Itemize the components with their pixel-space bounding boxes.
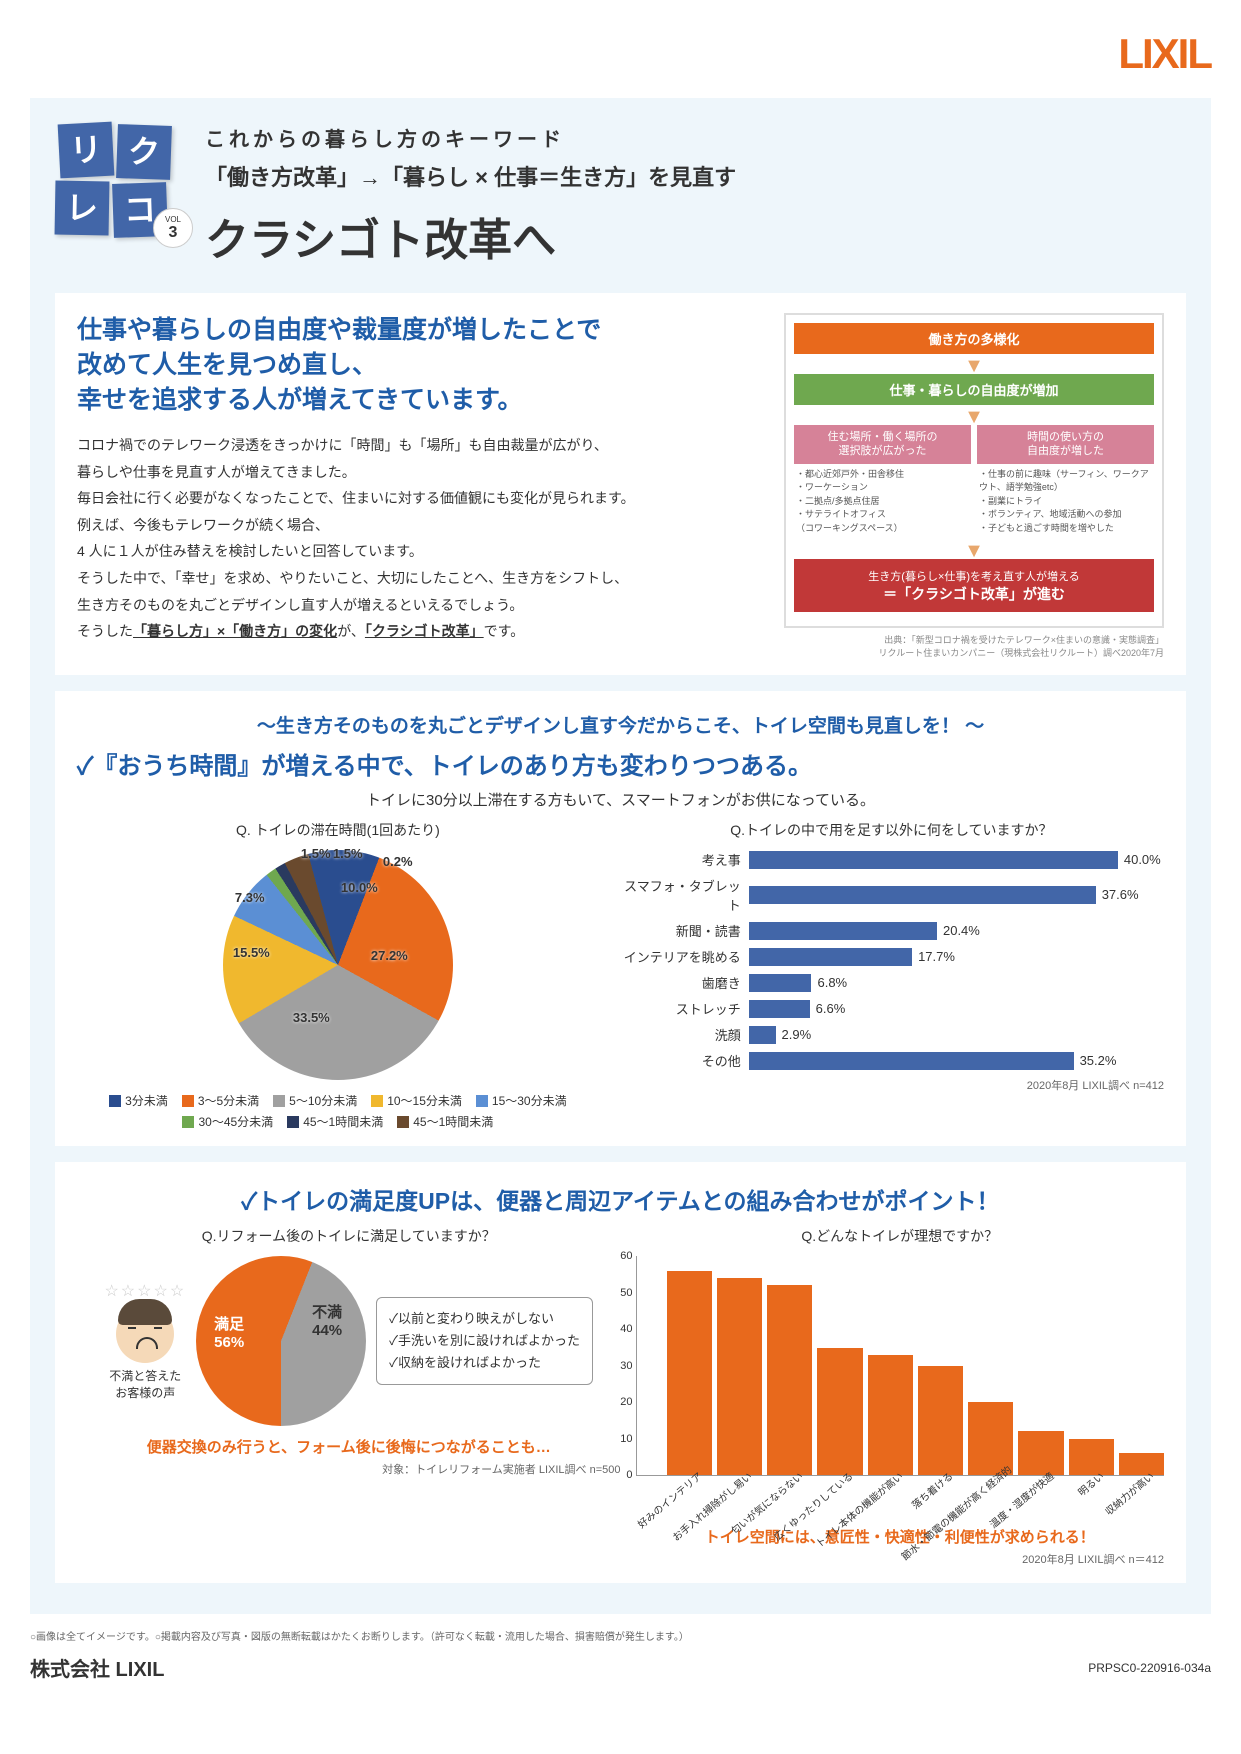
customer-voices: ✓以前と変わり映えがしない✓手洗いを別に設ければよかった✓収納を設ければよかった — [376, 1297, 593, 1385]
legend-item: 45〜1時間未満 — [397, 1113, 493, 1130]
header-section: リ ク レ コ VOL 3 これからの暮らし方のキーワード 「働き方改革」→「暮… — [55, 123, 1186, 268]
badge-char: リ — [58, 122, 115, 179]
hbar-row: 歯磨き 6.8% — [619, 973, 1164, 992]
pie-slice-label: 0.2% — [383, 854, 413, 869]
disclaimer: ○画像は全てイメージです。○掲載内容及び写真・図版の無断転載はかたくお断りします… — [30, 1628, 1211, 1643]
voice-item: ✓手洗いを別に設ければよかった — [389, 1330, 580, 1352]
arrow-icon: ▼ — [794, 545, 1154, 557]
hbar-row: インテリアを眺める 17.7% — [619, 947, 1164, 966]
pie-slice-label: 7.3% — [235, 890, 265, 905]
pie-slice-label: 33.5% — [293, 1010, 330, 1025]
vbar: 温度・湿度が快適 — [1018, 1431, 1063, 1475]
vbar: 落ち着ける — [918, 1366, 963, 1476]
diagram-bar: 仕事・暮らしの自由度が増加 — [794, 374, 1154, 405]
series-badge: リ ク レ コ VOL 3 — [55, 123, 185, 243]
y-tick: 10 — [609, 1433, 633, 1445]
sat-question: Q.リフォーム後のトイレに満足していますか？ — [77, 1226, 621, 1246]
legend-item: 3〜5分未満 — [182, 1092, 259, 1109]
diagram-source: 出典：「新型コロナ禍を受けたテレワーク×住まいの意識・実態調査」 リクルート住ま… — [784, 634, 1164, 659]
footer: 株式会社 LIXIL PRPSC0-220916-034a — [30, 1653, 1211, 1682]
vbar: 広くゆったりしている — [817, 1348, 862, 1476]
legend-item: 3分未満 — [109, 1092, 168, 1109]
panel2-pretitle: 〜生き方そのものを丸ごとデザインし直す今だからこそ、トイレ空間も見直しを！ 〜 — [77, 711, 1164, 738]
vbar: 節水・節電の機能が高く経済的 — [968, 1402, 1013, 1475]
diagram-col-head: 時間の使い方の 自由度が増した — [977, 425, 1154, 464]
footer-company: 株式会社 LIXIL — [30, 1653, 164, 1682]
footer-code: PRPSC0-220916-034a — [1088, 1661, 1211, 1675]
vbar: トイレ本体の機能が高い — [868, 1355, 913, 1475]
vbar-question: Q.どんなトイレが理想ですか？ — [636, 1226, 1165, 1246]
legend-item: 15〜30分未満 — [476, 1092, 567, 1109]
diagram-col-head: 住む場所・働く場所の 選択肢が広がった — [794, 425, 971, 464]
chart-source: 2020年8月 LIXIL調べ n=412 — [619, 1077, 1164, 1093]
legend-item: 45〜1時間未満 — [287, 1113, 383, 1130]
header-subtitle: 「働き方改革」→「暮らし × 仕事＝生き方」を見直す — [205, 160, 1186, 192]
vbar: 収納力が高い — [1119, 1453, 1164, 1475]
voice-item: ✓以前と変わり映えがしない — [389, 1308, 580, 1330]
vbar: お手入れ掃除がし易い — [717, 1278, 762, 1475]
pie-slice-label: 1.5% — [301, 846, 331, 861]
hbar-row: 洗顔 2.9% — [619, 1025, 1164, 1044]
pie-chart: 1.5%1.5%0.2%10.0%27.2%33.5%15.5%7.3% — [223, 850, 453, 1080]
intro-body: コロナ禍でのテレワーク浸透をきっかけに「時間」も「場所」も自由裁量が広がり、 暮… — [77, 432, 766, 645]
panel3-title: ✓トイレの満足度UPは、便器と周辺アイテムとの組み合わせがポイント！ — [77, 1182, 1164, 1216]
satisfaction-pie: 満足56% 不満44% — [196, 1256, 366, 1426]
badge-char: ク — [116, 124, 172, 180]
intro-title: 仕事や暮らしの自由度や裁量度が増したことで 改めて人生を見つめ直し、 幸せを追求… — [77, 313, 766, 418]
diagram-bar: 働き方の多様化 — [794, 323, 1154, 354]
stars-icon: ☆☆☆☆☆ — [104, 1281, 186, 1301]
y-tick: 20 — [609, 1396, 633, 1408]
arrow-icon: ▼ — [794, 360, 1154, 372]
hbar-row: ストレッチ 6.6% — [619, 999, 1164, 1018]
pie-legend: 3分未満 3〜5分未満 5〜10分未満 10〜15分未満 15〜30分未満 30〜45分未… — [77, 1092, 599, 1130]
hbar-row: その他 35.2% — [619, 1051, 1164, 1070]
header-keyword: これからの暮らし方のキーワード — [205, 123, 1186, 152]
y-tick: 0 — [609, 1469, 633, 1481]
hbar-chart: 考え事 40.0% スマフォ・タブレット 37.6% 新聞・読書 20.4% イ… — [619, 850, 1164, 1070]
hbar-question: Q.トイレの中で用を足す以外に何をしていますか？ — [619, 820, 1164, 840]
intro-panel: 仕事や暮らしの自由度や裁量度が増したことで 改めて人生を見つめ直し、 幸せを追求… — [55, 293, 1186, 675]
legend-item: 10〜15分未満 — [371, 1092, 462, 1109]
pie-slice-label: 10.0% — [341, 880, 378, 895]
y-tick: 60 — [609, 1250, 633, 1262]
satisfaction-panel: ✓トイレの満足度UPは、便器と周辺アイテムとの組み合わせがポイント！ Q.リフォ… — [55, 1162, 1186, 1583]
toilet-time-panel: 〜生き方そのものを丸ごとデザインし直す今だからこそ、トイレ空間も見直しを！ 〜 … — [55, 691, 1186, 1146]
face-icon — [116, 1305, 174, 1363]
legend-item: 30〜45分未満 — [182, 1113, 273, 1130]
vbar: 明るい — [1069, 1439, 1114, 1475]
y-tick: 40 — [609, 1323, 633, 1335]
panel2-title: ✓『おうち時間』が増える中で、トイレのあり方も変わりつつある。 — [77, 746, 1164, 781]
panel2-subtitle: トイレに30分以上滞在する方もいて、スマートフォンがお供になっている。 — [77, 789, 1164, 810]
pie-question: Q. トイレの滞在時間(1回あたり) — [77, 820, 599, 840]
arrow-icon: ▼ — [794, 411, 1154, 423]
diagram-conclusion: 生き方(暮らし×仕事)を考え直す人が増える ＝「クラシゴト改革」が進む — [794, 559, 1154, 612]
panel3-conclusion-left: 便器交換のみ行うと、フォーム後に後悔につながることも… — [77, 1436, 621, 1457]
hbar-row: スマフォ・タブレット 37.6% — [619, 876, 1164, 914]
hbar-row: 新聞・読書 20.4% — [619, 921, 1164, 940]
diagram-col-body: ・都心近郊戸外・田舎移住 ・ワーケーション ・二拠点/多拠点住居 ・サテライトオ… — [794, 464, 971, 540]
pie-slice-label: 15.5% — [233, 945, 270, 960]
header-title: クラシゴト改革へ — [205, 204, 1186, 268]
brand-logo: LIXIL — [30, 30, 1211, 78]
flow-diagram: 働き方の多様化 ▼ 仕事・暮らしの自由度が増加 ▼ 住む場所・働く場所の 選択肢… — [784, 313, 1164, 659]
badge-char: レ — [55, 181, 110, 236]
volume-badge: VOL 3 — [153, 208, 193, 248]
legend-item: 5〜10分未満 — [273, 1092, 357, 1109]
source-left: 対象：トイレリフォーム実施者 LIXIL調べ n=500 — [77, 1461, 621, 1477]
pie-slice-label: 27.2% — [371, 948, 408, 963]
y-tick: 30 — [609, 1360, 633, 1372]
pie-slice-label: 1.5% — [333, 846, 363, 861]
vbar: 好みのインテリア — [667, 1271, 712, 1475]
dissatisfied-persona: ☆☆☆☆☆ 不満と答えた お客様の声 — [104, 1281, 186, 1401]
diagram-col-body: ・仕事の前に趣味（サーフィン、ワークアウト、語学勉強etc） ・副業にトライ ・… — [977, 464, 1154, 540]
hbar-row: 考え事 40.0% — [619, 850, 1164, 869]
vbar: 匂いが気にならない — [767, 1285, 812, 1475]
vbar-chart: 0102030405060好みのインテリアお手入れ掃除がし易い匂いが気にならない… — [636, 1256, 1165, 1476]
voice-item: ✓収納を設ければよかった — [389, 1352, 580, 1374]
y-tick: 50 — [609, 1287, 633, 1299]
